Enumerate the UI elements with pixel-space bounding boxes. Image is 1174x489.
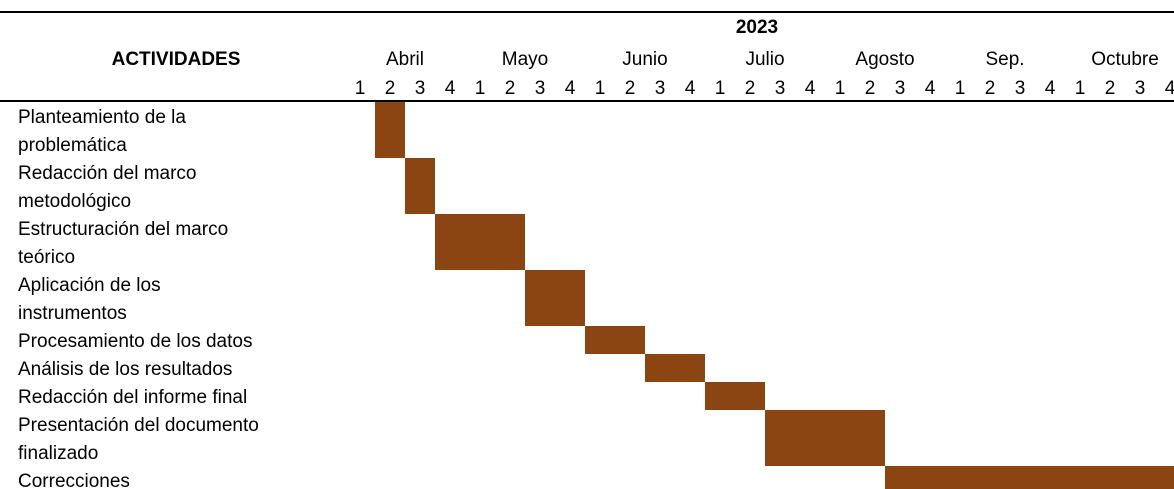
task-label: Redacción del informe final — [18, 387, 247, 408]
task-label: Análisis de los resultados — [18, 359, 232, 380]
year-label: 2023 — [736, 17, 778, 38]
task-bar — [705, 382, 765, 410]
task-label: Presentación del documento — [18, 415, 259, 436]
month-label: Abril — [386, 49, 424, 70]
week-label: 1 — [595, 78, 606, 99]
week-label: 4 — [1165, 78, 1174, 99]
month-label: Sep. — [985, 49, 1024, 70]
week-label: 3 — [895, 78, 906, 99]
month-label: Octubre — [1091, 49, 1159, 70]
task-label: problemática — [18, 135, 127, 156]
task-bar — [405, 158, 435, 214]
task-bar — [585, 326, 645, 354]
week-label: 4 — [565, 78, 576, 99]
week-label: 1 — [1075, 78, 1086, 99]
week-label: 2 — [985, 78, 996, 99]
task-labels: Planteamiento de la problemática Redacción… — [18, 107, 259, 489]
task-bar — [525, 270, 585, 326]
week-label: 1 — [715, 78, 726, 99]
task-label: finalizado — [18, 443, 98, 464]
week-label: 4 — [1045, 78, 1056, 99]
week-label: 3 — [1135, 78, 1146, 99]
task-label: metodológico — [18, 191, 131, 212]
week-label: 2 — [745, 78, 756, 99]
task-bar — [435, 214, 525, 270]
week-label: 2 — [625, 78, 636, 99]
task-label: instrumentos — [18, 303, 127, 324]
month-label: Julio — [745, 49, 784, 70]
task-label: Procesamiento de los datos — [18, 331, 252, 352]
task-label: Planteamiento de la — [18, 107, 186, 128]
task-bar — [765, 410, 885, 466]
week-label: 1 — [475, 78, 486, 99]
month-label: Mayo — [502, 49, 548, 70]
month-labels: Abril Mayo Junio Julio Agosto Sep. Octubre — [386, 49, 1159, 70]
week-label: 2 — [385, 78, 396, 99]
week-label: 3 — [415, 78, 426, 99]
activities-header: ACTIVIDADES — [112, 49, 241, 70]
week-label: 2 — [505, 78, 516, 99]
week-label: 4 — [805, 78, 816, 99]
week-label: 3 — [535, 78, 546, 99]
task-bar — [375, 102, 405, 158]
task-bar — [645, 354, 705, 382]
task-label: Redacción del marco — [18, 163, 196, 184]
task-label: Estructuración del marco — [18, 219, 228, 240]
week-label: 1 — [835, 78, 846, 99]
week-label: 4 — [685, 78, 696, 99]
task-label: Correcciones — [18, 471, 130, 489]
week-label: 3 — [655, 78, 666, 99]
week-label: 4 — [925, 78, 936, 99]
task-label: Aplicación de los — [18, 275, 161, 296]
month-label: Agosto — [855, 49, 914, 70]
week-label: 4 — [445, 78, 456, 99]
week-label: 3 — [775, 78, 786, 99]
week-label: 2 — [1105, 78, 1116, 99]
task-label: teórico — [18, 247, 75, 268]
week-label: 2 — [865, 78, 876, 99]
month-label: Junio — [622, 49, 667, 70]
week-label: 1 — [955, 78, 966, 99]
task-bar — [885, 466, 1174, 489]
week-label: 3 — [1015, 78, 1026, 99]
task-bars — [375, 102, 1174, 489]
week-label: 1 — [355, 78, 366, 99]
